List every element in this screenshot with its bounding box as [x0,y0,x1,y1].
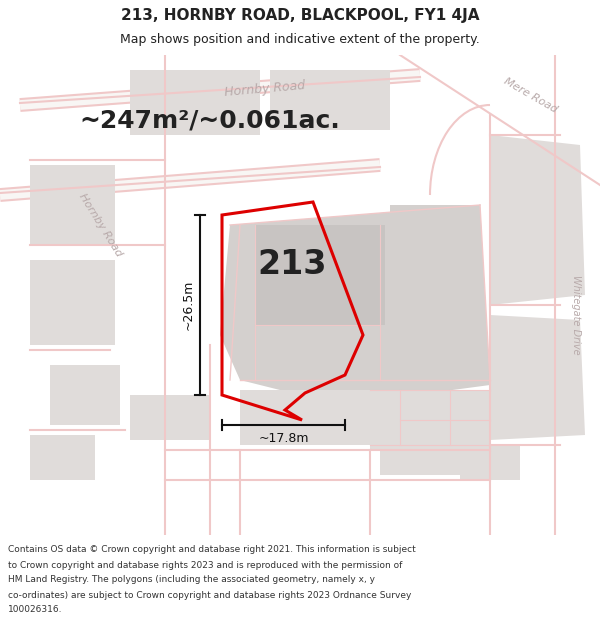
Bar [50,365,120,425]
Bar [380,400,480,450]
Text: ~247m²/~0.061ac.: ~247m²/~0.061ac. [80,108,340,132]
Bar [240,390,370,445]
Text: HM Land Registry. The polygons (including the associated geometry, namely x, y: HM Land Registry. The polygons (includin… [8,576,375,584]
Text: ~26.5m: ~26.5m [182,280,194,330]
Text: 213, HORNBY ROAD, BLACKPOOL, FY1 4JA: 213, HORNBY ROAD, BLACKPOOL, FY1 4JA [121,8,479,23]
Polygon shape [220,205,490,405]
Text: 213: 213 [257,249,327,281]
Polygon shape [490,315,585,440]
Bar [130,395,210,440]
Text: co-ordinates) are subject to Crown copyright and database rights 2023 Ordnance S: co-ordinates) are subject to Crown copyr… [8,591,412,599]
Bar [270,70,390,130]
Polygon shape [390,205,490,385]
Bar [460,445,520,480]
Bar [255,225,385,325]
Bar [30,435,95,480]
Bar [30,165,115,245]
Bar [130,70,260,135]
Bar [380,445,460,475]
Bar [30,260,115,345]
Text: Mere Road: Mere Road [502,76,559,114]
Polygon shape [370,390,490,450]
Polygon shape [490,135,585,305]
Text: Map shows position and indicative extent of the property.: Map shows position and indicative extent… [120,33,480,46]
Text: to Crown copyright and database rights 2023 and is reproduced with the permissio: to Crown copyright and database rights 2… [8,561,403,569]
Text: Whitegate Drive: Whitegate Drive [571,275,581,355]
Text: Hornby Road: Hornby Road [77,192,124,258]
Text: ~17.8m: ~17.8m [258,432,309,446]
Text: Hornby Road: Hornby Road [224,79,306,99]
Text: Contains OS data © Crown copyright and database right 2021. This information is : Contains OS data © Crown copyright and d… [8,546,416,554]
Text: 100026316.: 100026316. [8,606,62,614]
